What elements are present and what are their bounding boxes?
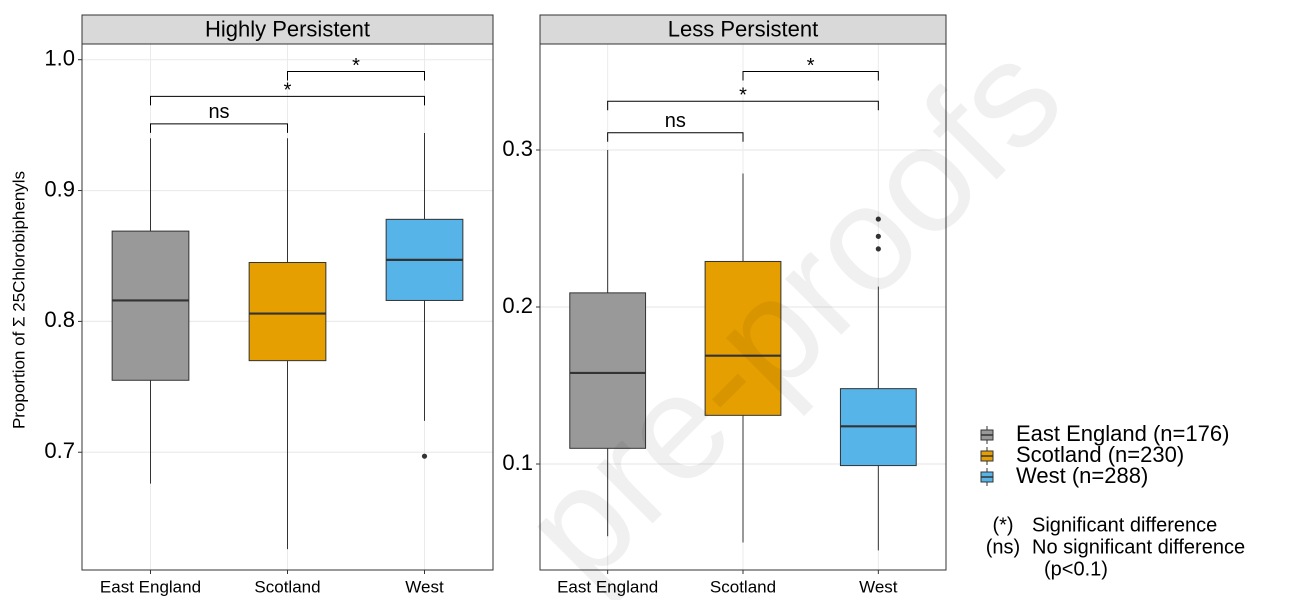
legend-label: Scotland (n=230) (1016, 442, 1184, 467)
x-tick-label: West (859, 577, 898, 596)
y-tick-label: 0.8 (44, 307, 75, 332)
x-tick-label: East England (557, 577, 658, 596)
significance-bracket (607, 100, 879, 111)
significance-label: * (739, 85, 747, 107)
significance-label: * (352, 55, 360, 77)
significance-bracket (150, 95, 425, 106)
significance-label: * (807, 55, 815, 77)
outlier (875, 216, 881, 222)
x-tick-label: West (405, 577, 444, 596)
y-tick-label: 0.9 (44, 176, 75, 201)
significance-bracket (150, 123, 288, 133)
y-tick-label: 0.1 (502, 450, 533, 475)
significance-label: ns (665, 110, 686, 132)
legend-label: West (n=288) (1016, 463, 1148, 488)
x-tick-label: Scotland (710, 577, 776, 596)
facet-title: Highly Persistent (205, 16, 370, 41)
x-tick-label: East England (100, 577, 201, 596)
box (704, 260, 782, 416)
significance-bracket (742, 70, 879, 81)
box (569, 292, 647, 449)
significance-bracket (607, 132, 744, 142)
outlier (875, 246, 881, 252)
legend-label: East England (n=176) (1016, 421, 1229, 446)
x-tick-label: Scotland (254, 577, 320, 596)
significance-bracket (287, 70, 425, 81)
y-axis-label: Proportion of Σ 25Chlorobiphenyls (9, 171, 28, 429)
outlier (875, 233, 881, 239)
box (111, 230, 190, 381)
note-symbol: (ns) (986, 536, 1020, 558)
y-tick-label: 0.7 (44, 438, 75, 463)
note-text: Significant difference (1032, 514, 1217, 536)
y-tick-label: 1.0 (44, 46, 75, 71)
note-symbol: (*) (992, 514, 1013, 536)
y-tick-label: 0.2 (502, 293, 533, 318)
box (248, 262, 327, 362)
facet-strip (81, 14, 494, 45)
y-tick-label: 0.3 (502, 136, 533, 161)
significance-label: ns (208, 101, 229, 123)
outlier (421, 453, 428, 459)
note-text: (p<0.1) (1044, 558, 1108, 580)
note-text: No significant difference (1032, 536, 1245, 558)
facet-strip (539, 14, 947, 45)
facet-title: Less Persistent (668, 16, 818, 41)
significance-label: * (284, 80, 292, 102)
